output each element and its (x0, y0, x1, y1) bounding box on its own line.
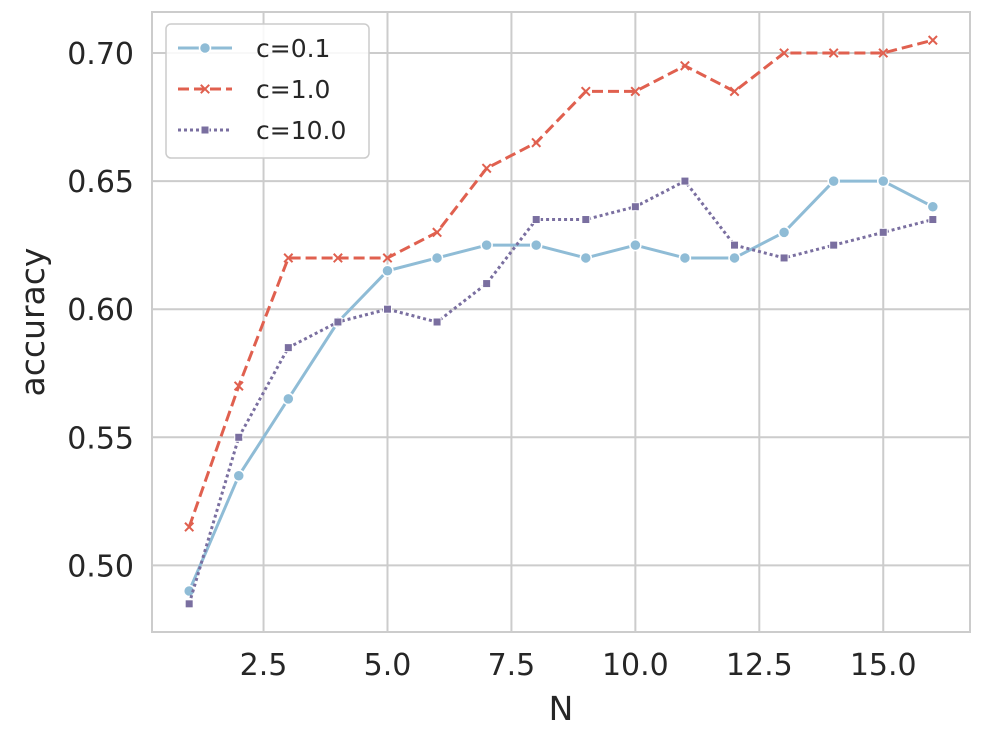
x-tick-label: 10.0 (602, 648, 669, 683)
y-tick-label: 0.50 (67, 549, 134, 584)
legend-box (165, 23, 370, 159)
data-point (430, 251, 444, 265)
data-point (730, 240, 740, 250)
data-point (678, 251, 692, 265)
legend-marker (200, 84, 210, 94)
data-point (282, 392, 295, 406)
y-tick-label: 0.60 (67, 293, 134, 328)
legend-marker (200, 125, 210, 135)
data-point (926, 200, 940, 213)
data-point (828, 48, 839, 58)
data-point (630, 202, 640, 212)
legend: c=0.1 c=1.0 c=10.0 (165, 23, 370, 159)
series-c=0.1 (182, 174, 940, 598)
plot-frame (151, 11, 971, 633)
legend-item: c=1.0 (178, 75, 330, 104)
legend-label: c=0.1 (256, 34, 330, 63)
data-point (579, 251, 593, 265)
data-point (927, 35, 938, 46)
data-point (234, 432, 244, 442)
data-point (233, 381, 244, 391)
data-point (878, 48, 889, 58)
data-point (480, 238, 493, 252)
data-point (531, 215, 541, 225)
data-point (382, 253, 393, 263)
series-line (187, 38, 934, 528)
data-point (680, 60, 690, 71)
legend-label: c=1.0 (256, 75, 330, 104)
x-axis-title: N (549, 689, 574, 728)
data-point (432, 227, 442, 238)
data-point (581, 215, 591, 225)
x-tick-label: 2.5 (240, 648, 288, 683)
data-point (182, 584, 196, 598)
data-point (381, 264, 394, 278)
data-point (779, 48, 789, 58)
data-point (432, 317, 442, 327)
data-point (728, 251, 741, 265)
data-point (779, 253, 789, 263)
series-c=10.0 (184, 176, 938, 609)
data-point (283, 253, 294, 263)
data-point (482, 279, 492, 289)
x-tick-label: 15.0 (850, 648, 917, 683)
series-line (187, 179, 934, 592)
data-point (777, 226, 791, 239)
y-tick-label: 0.65 (67, 165, 134, 200)
x-tick-labels: 2.5 5.0 7.5 10.0 12.5 15.0 (240, 648, 917, 683)
legend-label: c=10.0 (256, 116, 346, 145)
data-point (333, 253, 343, 263)
data-point (878, 227, 888, 237)
x-tick-label: 12.5 (726, 648, 793, 683)
legend-item: c=0.1 (178, 34, 330, 63)
data-point (333, 317, 343, 327)
y-tick-label: 0.55 (67, 421, 134, 456)
data-point (827, 174, 840, 188)
data-point (184, 522, 195, 532)
series-line (187, 179, 934, 605)
data-point (531, 137, 542, 148)
data-point (630, 86, 641, 97)
data-point (928, 215, 938, 225)
data-point (580, 86, 591, 97)
data-point (680, 176, 690, 186)
data-point (829, 240, 839, 250)
x-tick-label: 5.0 (364, 648, 412, 683)
data-point (184, 599, 194, 609)
legend-item: c=10.0 (178, 116, 346, 145)
x-tick-label: 7.5 (488, 648, 536, 683)
data-point (629, 238, 642, 252)
data-point (382, 304, 392, 314)
y-tick-label: 0.70 (67, 37, 134, 72)
data-point (876, 174, 890, 188)
data-point (729, 86, 740, 97)
series-c=1.0 (184, 35, 938, 532)
data-point (283, 343, 293, 353)
y-axis-title: accuracy (13, 248, 52, 397)
data-point (481, 163, 492, 174)
legend-marker (198, 41, 212, 55)
y-tick-labels: 0.50 0.55 0.60 0.65 0.70 (67, 37, 134, 584)
data-point (232, 469, 246, 482)
series-layer (182, 35, 940, 609)
data-point (529, 238, 543, 252)
